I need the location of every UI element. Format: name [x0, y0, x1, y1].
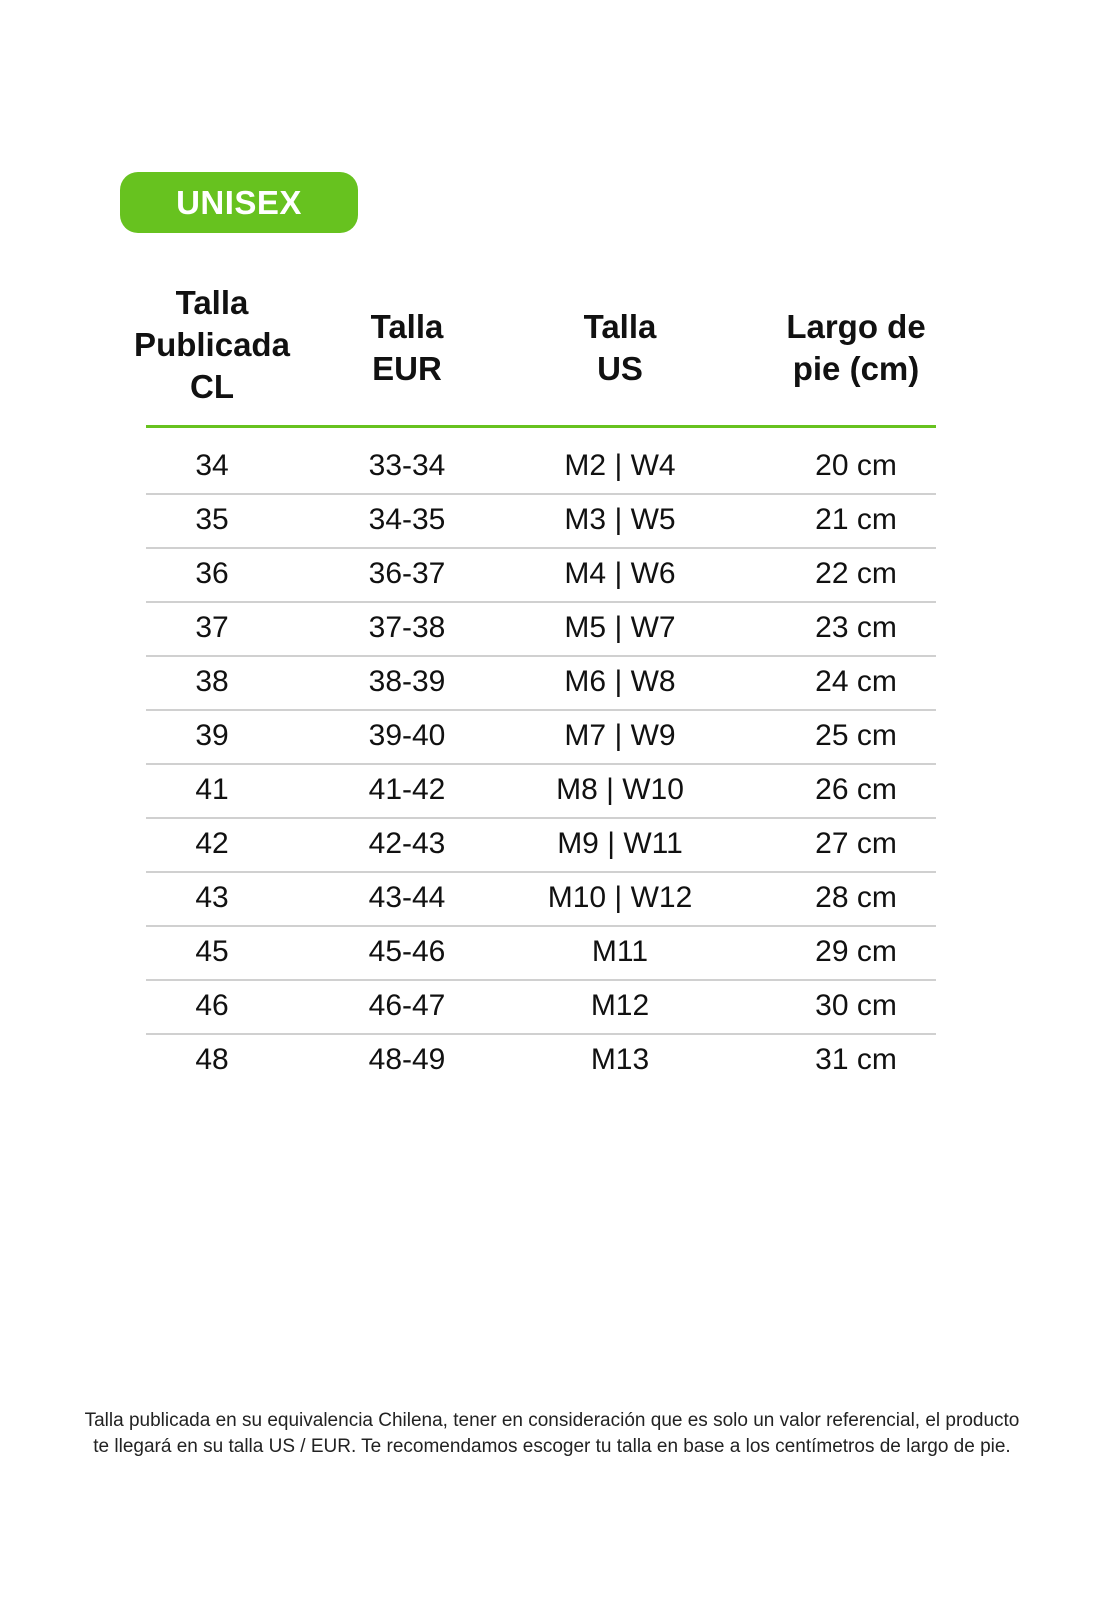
- cell-cl: 37: [195, 611, 229, 644]
- cell-eur: 48-49: [368, 1043, 446, 1076]
- cell-eur: 38-39: [368, 665, 446, 698]
- header-line: US: [597, 350, 643, 387]
- cell-cl: 34: [195, 449, 229, 482]
- cell-us: M8 | W10: [556, 773, 684, 806]
- footnote: Talla publicada en su equivalencia Chile…: [0, 1408, 1104, 1460]
- footnote-line: te llegará en su talla US / EUR. Te reco…: [93, 1436, 1011, 1457]
- cell-us: M7 | W9: [564, 719, 676, 752]
- cell-foot-length: 24 cm: [815, 665, 897, 698]
- cell-us: M10 | W12: [547, 881, 693, 914]
- header-line: Publicada: [134, 326, 290, 363]
- cell-us: M4 | W6: [564, 557, 676, 590]
- header-line: Talla: [583, 308, 657, 345]
- table-row: 37 37-38 M5 | W7 23 cm: [146, 603, 936, 657]
- table-row: 46 46-47 M12 30 cm: [146, 981, 936, 1035]
- table-row: 48 48-49 M13 31 cm: [146, 1035, 936, 1089]
- cell-foot-length: 23 cm: [815, 611, 897, 644]
- cell-cl: 45: [195, 935, 229, 968]
- cell-us: M9 | W11: [557, 827, 683, 860]
- table-row: 39 39-40 M7 | W9 25 cm: [146, 711, 936, 765]
- cell-foot-length: 28 cm: [815, 881, 897, 914]
- header-talla-eur: Talla EUR: [371, 306, 444, 390]
- cell-cl: 42: [195, 827, 229, 860]
- header-talla-us: Talla US: [584, 306, 657, 390]
- cell-foot-length: 26 cm: [815, 773, 897, 806]
- cell-eur: 33-34: [368, 449, 446, 482]
- cell-foot-length: 20 cm: [815, 449, 897, 482]
- cell-us: M3 | W5: [564, 503, 676, 536]
- cell-foot-length: 29 cm: [815, 935, 897, 968]
- cell-foot-length: 31 cm: [815, 1043, 897, 1076]
- table-row: 41 41-42 M8 | W10 26 cm: [146, 765, 936, 819]
- table-row: 34 33-34 M2 | W4 20 cm: [146, 441, 936, 495]
- cell-cl: 38: [195, 665, 229, 698]
- table-row: 38 38-39 M6 | W8 24 cm: [146, 657, 936, 711]
- table-row: 45 45-46 M11 29 cm: [146, 927, 936, 981]
- cell-cl: 43: [195, 881, 229, 914]
- table-row: 42 42-43 M9 | W11 27 cm: [146, 819, 936, 873]
- cell-eur: 42-43: [368, 827, 446, 860]
- cell-foot-length: 21 cm: [815, 503, 897, 536]
- cell-cl: 35: [195, 503, 229, 536]
- cell-foot-length: 27 cm: [815, 827, 897, 860]
- cell-eur: 37-38: [368, 611, 446, 644]
- cell-us: M2 | W4: [564, 449, 676, 482]
- cell-eur: 39-40: [368, 719, 446, 752]
- unisex-badge: UNISEX: [120, 172, 358, 233]
- cell-cl: 36: [195, 557, 229, 590]
- footnote-line: Talla publicada en su equivalencia Chile…: [84, 1410, 1020, 1431]
- cell-cl: 41: [195, 773, 229, 806]
- cell-eur: 34-35: [368, 503, 446, 536]
- header-divider: [146, 425, 936, 428]
- cell-foot-length: 22 cm: [815, 557, 897, 590]
- header-line: CL: [189, 368, 234, 405]
- header-talla-cl: Talla Publicada CL: [134, 282, 290, 408]
- cell-foot-length: 30 cm: [815, 989, 897, 1022]
- cell-us: M13: [590, 1043, 650, 1076]
- cell-cl: 48: [195, 1043, 229, 1076]
- cell-eur: 43-44: [368, 881, 446, 914]
- header-line: EUR: [372, 350, 442, 387]
- cell-us: M12: [590, 989, 650, 1022]
- cell-foot-length: 25 cm: [815, 719, 897, 752]
- cell-us: M6 | W8: [564, 665, 676, 698]
- header-line: Largo de: [786, 308, 926, 345]
- cell-eur: 45-46: [368, 935, 446, 968]
- cell-eur: 36-37: [368, 557, 446, 590]
- table-row: 36 36-37 M4 | W6 22 cm: [146, 549, 936, 603]
- cell-us: M11: [591, 935, 649, 968]
- cell-cl: 46: [195, 989, 229, 1022]
- table-row: 43 43-44 M10 | W12 28 cm: [146, 873, 936, 927]
- header-largo-pie: Largo de pie (cm): [786, 306, 925, 390]
- header-line: Talla: [370, 308, 444, 345]
- cell-cl: 39: [195, 719, 229, 752]
- cell-us: M5 | W7: [564, 611, 676, 644]
- header-line: Talla: [175, 284, 249, 321]
- cell-eur: 46-47: [368, 989, 446, 1022]
- cell-eur: 41-42: [368, 773, 446, 806]
- table-row: 35 34-35 M3 | W5 21 cm: [146, 495, 936, 549]
- header-line: pie (cm): [792, 350, 920, 387]
